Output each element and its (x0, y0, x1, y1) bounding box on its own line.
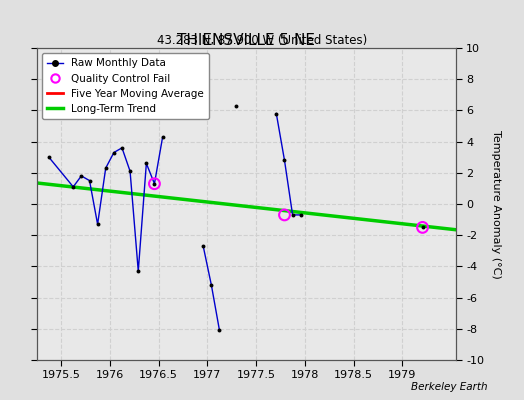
Legend: Raw Monthly Data, Quality Control Fail, Five Year Moving Average, Long-Term Tren: Raw Monthly Data, Quality Control Fail, … (42, 53, 209, 119)
Point (280, 157, 289, 164)
Point (126, 168, 134, 174)
Point (142, 160, 150, 167)
Point (418, 224, 427, 230)
Point (418, 224, 427, 230)
Point (93, 221, 102, 228)
Point (69, 184, 78, 190)
Point (134, 268, 143, 274)
Point (207, 282, 215, 288)
Point (297, 212, 305, 218)
Point (150, 180, 159, 187)
Point (272, 110, 280, 117)
Point (85, 178, 94, 184)
Point (158, 134, 167, 140)
Point (110, 149, 118, 156)
Point (77, 173, 85, 179)
Title: THIENSVILLE 5 NE: THIENSVILLE 5 NE (177, 33, 315, 48)
Point (288, 212, 297, 218)
Y-axis label: Temperature Anomaly (°C): Temperature Anomaly (°C) (491, 130, 501, 278)
Point (280, 212, 289, 218)
Text: Berkeley Earth: Berkeley Earth (411, 382, 487, 392)
Point (215, 327, 224, 334)
Point (232, 102, 240, 109)
Point (102, 165, 110, 171)
Point (199, 243, 208, 249)
Point (45, 154, 53, 160)
Point (118, 145, 126, 151)
Text: 43.283 N, 87.900 W (United States): 43.283 N, 87.900 W (United States) (157, 34, 367, 47)
Point (150, 180, 159, 187)
